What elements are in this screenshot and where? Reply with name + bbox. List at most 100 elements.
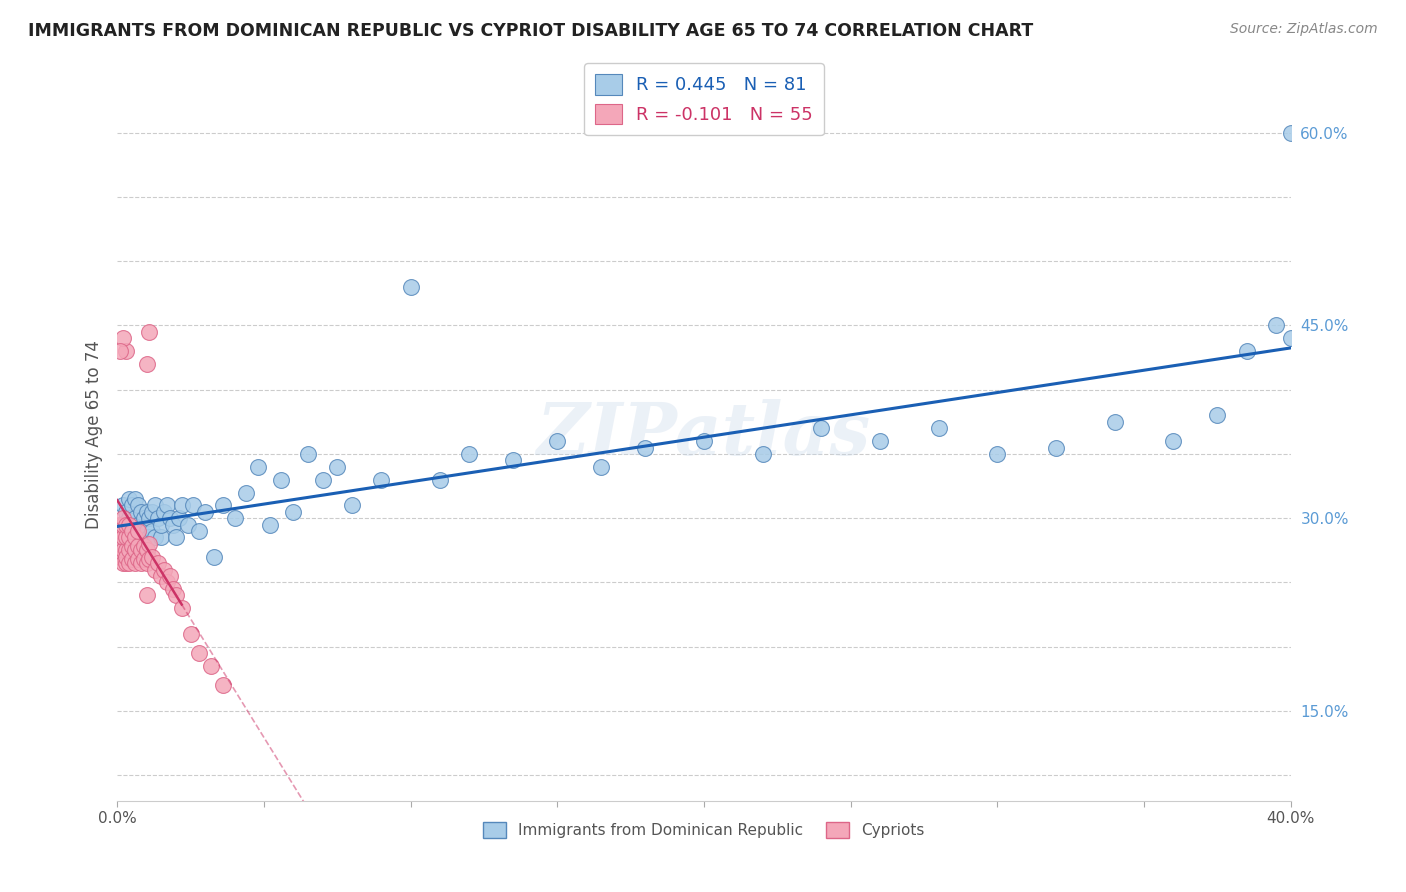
Legend: Immigrants from Dominican Republic, Cypriots: Immigrants from Dominican Republic, Cypr… [477, 816, 931, 845]
Point [124, 491, 146, 506]
Point [270, 473, 292, 487]
Point [986, 447, 1008, 461]
Point [132, 511, 155, 525]
Point [159, 569, 181, 583]
Point [129, 505, 152, 519]
Point [810, 421, 832, 435]
Point [1236, 344, 1258, 359]
Point [1264, 318, 1286, 333]
Point [1104, 415, 1126, 429]
Y-axis label: Disability Age 65 to 74: Disability Age 65 to 74 [86, 340, 103, 529]
Point [180, 627, 202, 641]
Point [112, 531, 135, 545]
Point [148, 511, 170, 525]
Point [108, 517, 131, 532]
Point [127, 552, 149, 566]
Point [340, 499, 363, 513]
Point [1206, 409, 1229, 423]
Point [143, 563, 166, 577]
Point [156, 499, 179, 513]
Point [124, 543, 146, 558]
Point [129, 524, 152, 538]
Point [399, 280, 422, 294]
Point [143, 499, 166, 513]
Point [138, 531, 160, 545]
Point [429, 473, 451, 487]
Point [546, 434, 568, 449]
Point [326, 459, 349, 474]
Point [112, 556, 135, 570]
Point [502, 453, 524, 467]
Point [115, 524, 138, 538]
Point [370, 473, 392, 487]
Point [124, 531, 146, 545]
Point [165, 531, 187, 545]
Point [591, 459, 613, 474]
Point [143, 531, 166, 545]
Point [112, 499, 135, 513]
Point [135, 543, 157, 558]
Point [108, 344, 131, 359]
Point [121, 517, 143, 532]
Point [115, 549, 138, 564]
Point [118, 511, 141, 525]
Point [235, 485, 257, 500]
Point [156, 575, 179, 590]
Point [170, 601, 193, 615]
Point [1279, 331, 1302, 345]
Point [127, 524, 149, 538]
Point [121, 540, 143, 554]
Point [115, 543, 138, 558]
Point [141, 524, 163, 538]
Point [200, 659, 222, 673]
Text: Source: ZipAtlas.com: Source: ZipAtlas.com [1230, 22, 1378, 37]
Point [176, 517, 198, 532]
Point [202, 549, 225, 564]
Point [115, 531, 138, 545]
Point [224, 511, 246, 525]
Point [115, 505, 138, 519]
Point [458, 447, 481, 461]
Point [118, 531, 141, 545]
Point [138, 325, 160, 339]
Point [129, 543, 152, 558]
Point [135, 524, 157, 538]
Point [121, 499, 143, 513]
Point [115, 556, 138, 570]
Point [108, 537, 131, 551]
Point [132, 552, 155, 566]
Point [148, 556, 170, 570]
Point [162, 517, 184, 532]
Point [246, 459, 269, 474]
Point [183, 499, 205, 513]
Point [127, 540, 149, 554]
Point [283, 505, 305, 519]
Point [751, 447, 773, 461]
Point [121, 524, 143, 538]
Point [118, 517, 141, 532]
Point [115, 344, 138, 359]
Point [135, 505, 157, 519]
Point [124, 556, 146, 570]
Point [211, 499, 233, 513]
Point [132, 540, 155, 554]
Point [928, 421, 950, 435]
Point [141, 505, 163, 519]
Point [634, 441, 657, 455]
Point [188, 646, 211, 660]
Point [135, 588, 157, 602]
Point [127, 537, 149, 551]
Point [121, 543, 143, 558]
Point [159, 511, 181, 525]
Point [118, 531, 141, 545]
Point [150, 531, 173, 545]
Point [132, 531, 155, 545]
Point [112, 331, 135, 345]
Point [194, 505, 217, 519]
Point [167, 511, 190, 525]
Point [153, 505, 176, 519]
Point [108, 524, 131, 538]
Point [188, 524, 211, 538]
Point [153, 563, 176, 577]
Point [127, 517, 149, 532]
